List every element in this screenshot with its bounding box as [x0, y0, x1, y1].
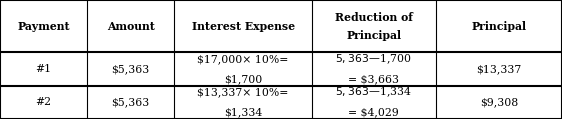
Text: Principal: Principal — [346, 30, 401, 41]
Text: $5,363: $5,363 — [111, 64, 150, 74]
Text: #1: #1 — [35, 64, 52, 74]
Text: $13,337× 10%=: $13,337× 10%= — [197, 87, 289, 97]
Text: Reduction of: Reduction of — [335, 12, 413, 23]
Text: Principal: Principal — [471, 21, 527, 32]
Text: #2: #2 — [35, 97, 52, 107]
Text: Interest Expense: Interest Expense — [192, 21, 294, 32]
Text: = $3,663: = $3,663 — [348, 74, 399, 84]
Text: $1,334: $1,334 — [224, 107, 262, 117]
Text: Amount: Amount — [107, 21, 155, 32]
Text: = $4,029: = $4,029 — [348, 107, 399, 117]
Text: $5,363—$1,334: $5,363—$1,334 — [336, 85, 412, 99]
Text: $5,363: $5,363 — [111, 97, 150, 107]
Text: $5,363—$1,700: $5,363—$1,700 — [336, 52, 412, 66]
Text: $9,308: $9,308 — [479, 97, 518, 107]
Text: $17,000× 10%=: $17,000× 10%= — [197, 54, 289, 64]
Text: $13,337: $13,337 — [476, 64, 522, 74]
Text: $1,700: $1,700 — [224, 74, 262, 84]
Text: Payment: Payment — [17, 21, 70, 32]
